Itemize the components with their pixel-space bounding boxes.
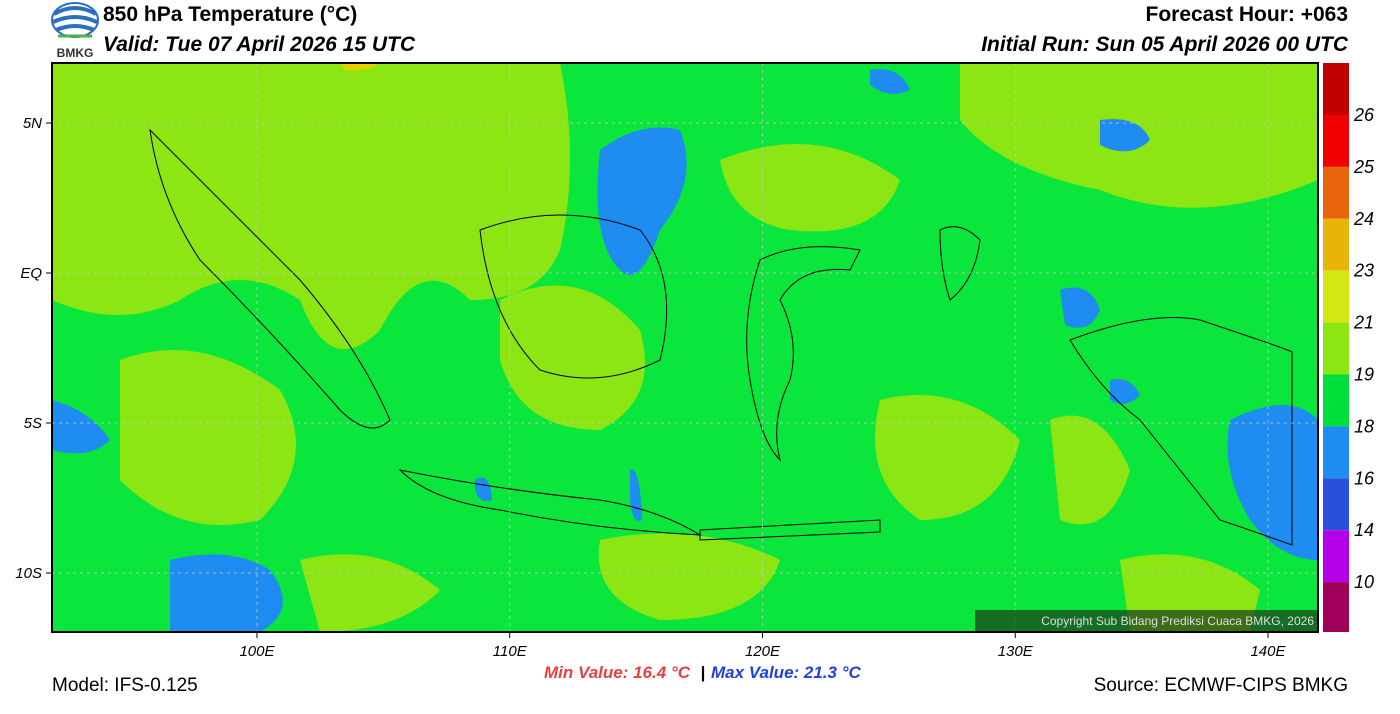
min-value: Min Value: 16.4 °C — [544, 663, 691, 682]
colorbar-label: 23 — [1353, 261, 1374, 281]
colorbar-segment — [1323, 63, 1349, 115]
colorbar-label: 10 — [1354, 572, 1374, 592]
colorbar-segment — [1323, 374, 1349, 427]
colorbar-segment — [1323, 322, 1349, 375]
forecast-hour: Forecast Hour: +063 — [1146, 3, 1349, 26]
colorbar-segment — [1323, 166, 1349, 219]
colorbar-label: 26 — [1353, 105, 1375, 125]
colorbar-label: 21 — [1353, 313, 1374, 333]
colorbar-segment — [1323, 530, 1349, 583]
lat-tick-label: 5N — [23, 115, 42, 132]
lat-tick-label: 10S — [15, 565, 42, 582]
colorbar-label: 24 — [1353, 209, 1374, 229]
colorbar-label: 14 — [1354, 520, 1374, 540]
colorbar-segment — [1323, 218, 1349, 271]
lon-tick-label: 110E — [493, 643, 528, 660]
lon-tick-label: 130E — [998, 643, 1034, 660]
colorbar-label: 25 — [1353, 157, 1375, 177]
lon-tick-label: 140E — [1250, 643, 1286, 660]
initial-run: Initial Run: Sun 05 April 2026 00 UTC — [981, 33, 1349, 56]
lat-tick-label: 5S — [24, 415, 42, 432]
colorbar: 26 25 24 23 21 19 18 16 14 10 — [1323, 63, 1375, 632]
colorbar-label: 16 — [1354, 468, 1375, 488]
logo: BMKG — [51, 2, 99, 60]
graticule — [52, 63, 1318, 632]
separator: | — [701, 663, 706, 682]
lon-tick-label: 120E — [745, 643, 781, 660]
model: Model: IFS-0.125 — [52, 675, 198, 696]
lon-tick-label: 100E — [239, 643, 275, 660]
copyright: Copyright Sub Bidang Prediksi Cuaca BMKG… — [1041, 614, 1314, 628]
logo-text: BMKG — [57, 46, 94, 60]
colorbar-segment — [1323, 115, 1349, 167]
title: 850 hPa Temperature (°C) — [103, 3, 357, 26]
colorbar-label: 18 — [1354, 416, 1374, 436]
colorbar-segment — [1323, 478, 1349, 531]
map-frame — [51, 62, 1319, 633]
max-value: Max Value: 21.3 °C — [711, 663, 862, 682]
colorbar-segment — [1323, 426, 1349, 479]
colorbar-label: 19 — [1354, 365, 1374, 385]
colorbar-segment — [1323, 582, 1349, 632]
axis-ticks: 100E 110E 120E 130E 140E 5N EQ 5S 10S — [15, 115, 1286, 660]
colorbar-segment — [1323, 270, 1349, 323]
valid-time: Valid: Tue 07 April 2026 15 UTC — [103, 33, 416, 56]
map-field: Copyright Sub Bidang Prediksi Cuaca BMKG… — [52, 63, 1318, 632]
lat-tick-label: EQ — [20, 265, 42, 282]
source: Source: ECMWF-CIPS BMKG — [1094, 675, 1348, 696]
